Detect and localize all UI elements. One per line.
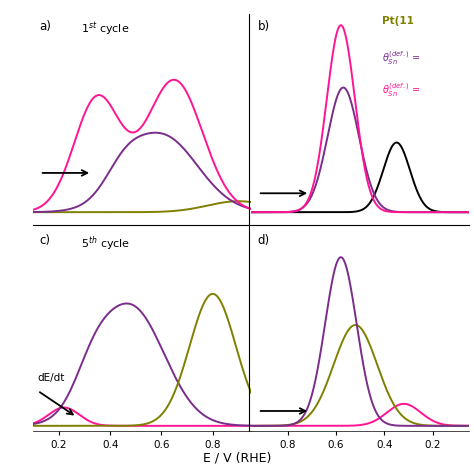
Text: a): a) — [40, 20, 52, 33]
Text: c): c) — [40, 234, 51, 247]
Text: $1^{st}$ cycle: $1^{st}$ cycle — [81, 20, 129, 38]
Text: E / V (RHE): E / V (RHE) — [203, 452, 271, 465]
Text: d): d) — [258, 234, 270, 247]
Text: dE/dt: dE/dt — [37, 373, 65, 383]
Text: $5^{th}$ cycle: $5^{th}$ cycle — [81, 234, 130, 253]
Text: b): b) — [258, 20, 270, 33]
Text: Pt(11: Pt(11 — [382, 16, 414, 26]
Text: $\theta_{Sn}^{(def.)}$ =: $\theta_{Sn}^{(def.)}$ = — [382, 49, 421, 67]
Text: $\theta_{Sn}^{(def.)}$ =: $\theta_{Sn}^{(def.)}$ = — [382, 82, 421, 99]
